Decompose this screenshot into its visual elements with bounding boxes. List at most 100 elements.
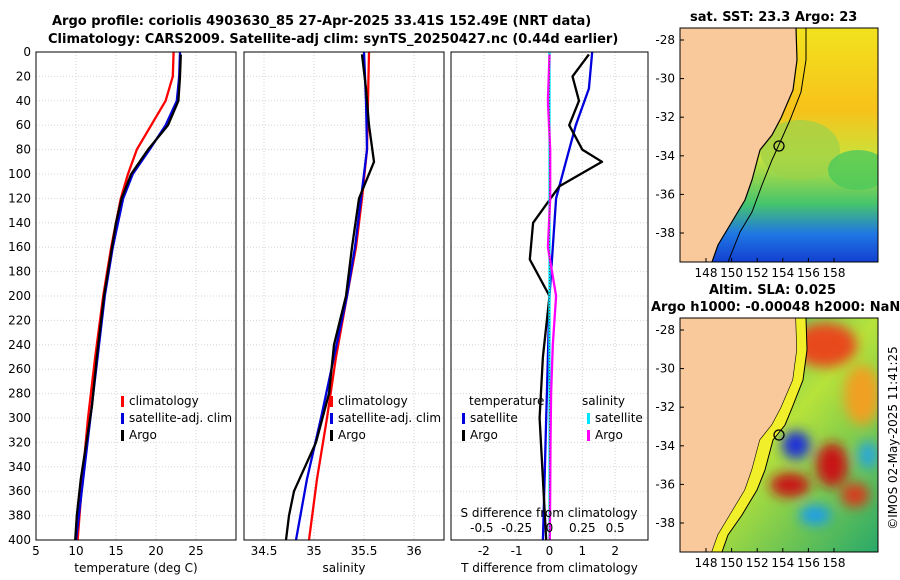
x-tick-label: 35.5 bbox=[351, 544, 378, 558]
figure-title-line1: Argo profile: coriolis 4903630_85 27-Apr… bbox=[52, 14, 592, 29]
y-tick-label: -30 bbox=[655, 72, 675, 86]
legend-title: temperature bbox=[469, 394, 544, 408]
difference-panel: -2 -1 0 1 2 T difference from climatology -0.5… bbox=[450, 51, 649, 575]
y-tick-label: -38 bbox=[655, 226, 675, 240]
y-tick-label: -34 bbox=[655, 149, 675, 163]
shelf-band bbox=[712, 318, 807, 552]
sla-map: 148 150 152 154 156 158 -28 -30 -32 -34 -36 -38 bbox=[655, 317, 879, 570]
y-tick-label: 320 bbox=[8, 435, 31, 449]
y-tick-label: 400 bbox=[8, 533, 31, 547]
sla-eddy-warm bbox=[841, 483, 869, 507]
figure-title-line2: Climatology: CARS2009. Satellite-adj cli… bbox=[48, 32, 619, 47]
y-tick-label: -34 bbox=[655, 439, 675, 453]
x-tick-label: 34.5 bbox=[251, 544, 278, 558]
sla-eddy-warm bbox=[844, 365, 878, 425]
x-tick-label: 15 bbox=[108, 544, 123, 558]
x-tick-label: 5 bbox=[32, 544, 40, 558]
y-tick-label: -36 bbox=[655, 187, 675, 201]
legend-swatch bbox=[330, 430, 333, 441]
y-tick-label: -38 bbox=[655, 516, 675, 530]
legend-label: Argo bbox=[470, 428, 498, 442]
sla-map-subtitle: Argo h1000: -0.00048 h2000: NaN bbox=[651, 300, 900, 315]
sst-map-title: sat. SST: 23.3 Argo: 23 bbox=[690, 10, 858, 25]
land-mask bbox=[680, 28, 797, 262]
y-tick-label: -36 bbox=[655, 477, 675, 491]
series-line-satellite-adj-clim bbox=[74, 52, 182, 540]
y-tick-label: 20 bbox=[16, 69, 31, 83]
sla-eddy-cold bbox=[799, 505, 831, 525]
legend-label: satellite-adj. clim bbox=[338, 411, 441, 425]
y-tick-label: -30 bbox=[655, 362, 675, 376]
y-tick-label: 300 bbox=[8, 411, 31, 425]
x-tick-label: -1 bbox=[511, 544, 523, 558]
y-tick-label: 280 bbox=[8, 387, 31, 401]
y-tick-label: -28 bbox=[655, 323, 675, 337]
x-tick-label: 156 bbox=[797, 266, 820, 280]
series-line-argo bbox=[284, 54, 376, 540]
x-tick-label: 148 bbox=[695, 266, 718, 280]
x-tick-label: 150 bbox=[720, 266, 743, 280]
sla-eddy-cold bbox=[782, 431, 810, 459]
x-tick-label: 0 bbox=[546, 544, 554, 558]
legend-label: Argo bbox=[338, 428, 366, 442]
x-tick-label: 20 bbox=[148, 544, 163, 558]
argo-location-marker bbox=[773, 429, 785, 441]
top-x-tick-label: 0 bbox=[546, 521, 554, 535]
legend-swatch bbox=[587, 413, 590, 424]
legend-label: satellite bbox=[595, 411, 643, 425]
y-tick-label: 0 bbox=[23, 45, 31, 59]
legend-label: climatology bbox=[129, 394, 199, 408]
y-tick-label: 60 bbox=[16, 118, 31, 132]
legend-swatch bbox=[121, 413, 124, 424]
sst-map-frame bbox=[679, 27, 879, 263]
x-tick-label: 2 bbox=[611, 544, 619, 558]
y-tick-label: 140 bbox=[8, 216, 31, 230]
legend-swatch bbox=[330, 396, 333, 407]
x-tick-label: 148 bbox=[695, 556, 718, 570]
isobath bbox=[727, 28, 807, 262]
y-tick-label: 380 bbox=[8, 509, 31, 523]
x-tick-label: 152 bbox=[746, 556, 769, 570]
series-line-climatology bbox=[307, 52, 371, 540]
legend-label: Argo bbox=[595, 428, 623, 442]
x-tick-label: -2 bbox=[478, 544, 490, 558]
top-x-tick-label: 0.25 bbox=[569, 521, 596, 535]
x-axis-label: T difference from climatology bbox=[460, 561, 638, 575]
y-tick-label: 200 bbox=[8, 289, 31, 303]
y-tick-label: 80 bbox=[16, 143, 31, 157]
y-tick-label: 240 bbox=[8, 338, 31, 352]
y-tick-label: 40 bbox=[16, 94, 31, 108]
legend-label: satellite-adj. clim bbox=[129, 411, 232, 425]
x-tick-label: 152 bbox=[746, 266, 769, 280]
y-tick-label: 340 bbox=[8, 460, 31, 474]
series-line-t-satellite bbox=[541, 52, 594, 540]
sla-eddy-warm bbox=[770, 473, 810, 497]
y-tick-label: 180 bbox=[8, 265, 31, 279]
top-x-tick-label: -0.5 bbox=[470, 521, 493, 535]
x-axis-label: temperature (deg C) bbox=[74, 561, 197, 575]
sla-eddy-warm bbox=[816, 443, 848, 487]
axes-frame bbox=[243, 51, 445, 541]
legend-swatch bbox=[587, 430, 590, 441]
top-x-tick-label: 0.5 bbox=[606, 521, 625, 535]
y-tick-label: -32 bbox=[655, 110, 675, 124]
series-line-t-argo bbox=[528, 53, 604, 540]
top-x-tick-label: -0.25 bbox=[501, 521, 532, 535]
land-mask bbox=[680, 318, 797, 552]
x-tick-label: 25 bbox=[188, 544, 203, 558]
legend-label: climatology bbox=[338, 394, 408, 408]
sla-eddy-warm bbox=[793, 323, 857, 367]
x-tick-label: 156 bbox=[797, 556, 820, 570]
temperature-panel: 5 10 15 20 25 temperature (deg C) 0 20 40 60 80 100… bbox=[8, 45, 237, 575]
x-tick-label: 150 bbox=[720, 556, 743, 570]
coastline bbox=[711, 28, 798, 262]
x-tick-label: 154 bbox=[771, 266, 794, 280]
legend-label: Argo bbox=[129, 428, 157, 442]
sst-map: 148 150 152 154 156 158 -28 -30 -32 -34 -36 -38 bbox=[655, 27, 879, 280]
sla-map-frame bbox=[679, 317, 879, 553]
series-line-argo bbox=[74, 54, 182, 540]
legend-swatch bbox=[121, 430, 124, 441]
y-tick-label: -28 bbox=[655, 33, 675, 47]
x-tick-label: 10 bbox=[68, 544, 83, 558]
axes-frame bbox=[35, 51, 237, 541]
